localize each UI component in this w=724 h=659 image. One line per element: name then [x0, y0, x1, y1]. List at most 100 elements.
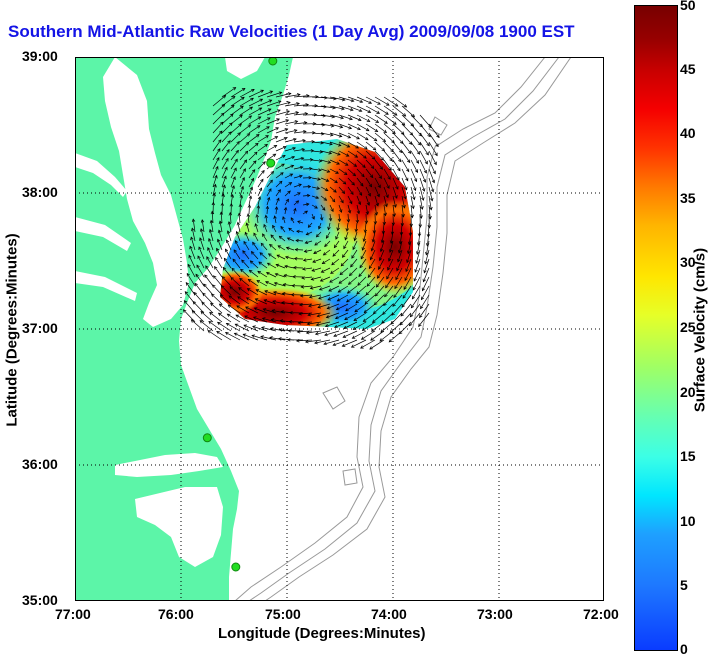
velocity-arrowhead [288, 182, 293, 186]
velocity-arrowhead [376, 193, 380, 198]
velocity-vector [413, 267, 421, 282]
velocity-arrowhead [403, 104, 408, 108]
velocity-arrowhead [249, 186, 254, 191]
velocity-vector [347, 114, 362, 121]
velocity-arrowhead [209, 219, 214, 224]
velocity-vector [284, 94, 301, 98]
velocity-vector [343, 321, 358, 329]
velocity-vector [217, 239, 223, 251]
velocity-arrowhead [342, 181, 347, 185]
velocity-arrowhead [220, 202, 225, 206]
velocity-vector [219, 303, 232, 314]
velocity-vector [274, 215, 277, 224]
velocity-vector [416, 240, 421, 255]
velocity-vectors [182, 87, 440, 350]
velocity-vector [384, 285, 394, 297]
velocity-vector [401, 114, 414, 127]
velocity-arrowhead [383, 129, 387, 134]
velocity-arrowhead [295, 200, 300, 204]
velocity-vector [209, 312, 223, 323]
velocity-vector [320, 204, 326, 211]
velocity-vector [275, 101, 291, 107]
velocity-vector [428, 150, 437, 165]
velocity-vector [239, 115, 252, 125]
station-marker[interactable] [202, 433, 212, 443]
velocity-arrowhead [290, 164, 295, 169]
velocity-vector [244, 315, 259, 323]
velocity-arrowhead [300, 156, 305, 161]
velocity-vector [367, 267, 376, 278]
velocity-arrowhead [198, 246, 202, 250]
velocity-arrowhead [252, 160, 257, 164]
velocity-arrowhead [203, 283, 207, 288]
velocity-vector [284, 112, 299, 116]
velocity-arrowhead [341, 190, 346, 194]
velocity-vector [239, 168, 246, 179]
velocity-arrowhead [225, 248, 229, 253]
velocity-vector [363, 312, 376, 322]
velocity-vector [379, 249, 385, 261]
velocity-arrowhead [378, 175, 382, 179]
station-marker[interactable] [268, 57, 278, 66]
velocity-arrowhead [426, 142, 430, 147]
velocity-arrowhead [217, 229, 222, 234]
velocity-vector [354, 303, 367, 313]
velocity-vector [221, 185, 226, 197]
velocity-arrowhead [199, 237, 203, 241]
velocity-arrowhead [336, 298, 341, 302]
velocity-vector [196, 264, 205, 278]
velocity-arrowhead [427, 225, 432, 229]
velocity-arrowhead [413, 278, 417, 282]
velocity-arrowhead [234, 158, 238, 163]
velocity-arrowhead [227, 221, 232, 225]
velocity-vector [428, 141, 438, 156]
velocity-vector [375, 285, 385, 297]
velocity-arrowhead [344, 236, 348, 241]
velocity-arrowhead [416, 251, 420, 255]
velocity-vector [211, 293, 223, 305]
velocity-arrowhead [407, 150, 412, 154]
velocity-vector [428, 177, 434, 192]
velocity-arrowhead [232, 258, 236, 263]
velocity-vector [212, 148, 221, 161]
station-marker[interactable] [266, 158, 276, 168]
velocity-arrowhead [363, 155, 367, 159]
velocity-vector [275, 137, 287, 143]
velocity-arrowhead [259, 98, 264, 102]
velocity-vector [320, 276, 331, 282]
velocity-vector [356, 141, 368, 150]
velocity-arrowhead [333, 333, 337, 338]
velocity-vector [195, 274, 205, 287]
velocity-vector [189, 246, 196, 260]
velocity-arrowhead [235, 230, 240, 235]
map-plot[interactable] [75, 57, 604, 601]
velocity-arrowhead [397, 249, 402, 254]
bathymetry-contours [234, 57, 572, 601]
velocity-arrowhead [260, 326, 265, 330]
velocity-vector [192, 301, 205, 314]
station-marker[interactable] [231, 562, 241, 572]
velocity-arrowhead [318, 168, 322, 172]
velocity-arrowhead [295, 238, 299, 243]
velocity-arrowhead [281, 301, 285, 305]
velocity-vector [257, 135, 269, 143]
velocity-vector [365, 105, 380, 114]
velocity-arrowhead [324, 332, 328, 337]
velocity-arrowhead [258, 107, 263, 111]
velocity-vector [392, 294, 403, 307]
velocity-vector [366, 276, 376, 287]
velocity-arrowhead [397, 167, 401, 172]
velocity-arrowhead [347, 281, 352, 285]
velocity-arrowhead [315, 322, 320, 327]
velocity-vector [275, 93, 291, 98]
velocity-arrowhead [222, 266, 227, 271]
velocity-vector [311, 168, 322, 171]
velocity-arrowhead [231, 95, 236, 100]
velocity-vector [221, 140, 231, 152]
velocity-arrowhead [412, 287, 416, 291]
velocity-vector [255, 223, 259, 233]
velocity-arrowhead [190, 319, 195, 323]
velocity-arrowhead [295, 111, 300, 115]
velocity-arrowhead [261, 317, 266, 321]
velocity-vector [423, 267, 430, 282]
